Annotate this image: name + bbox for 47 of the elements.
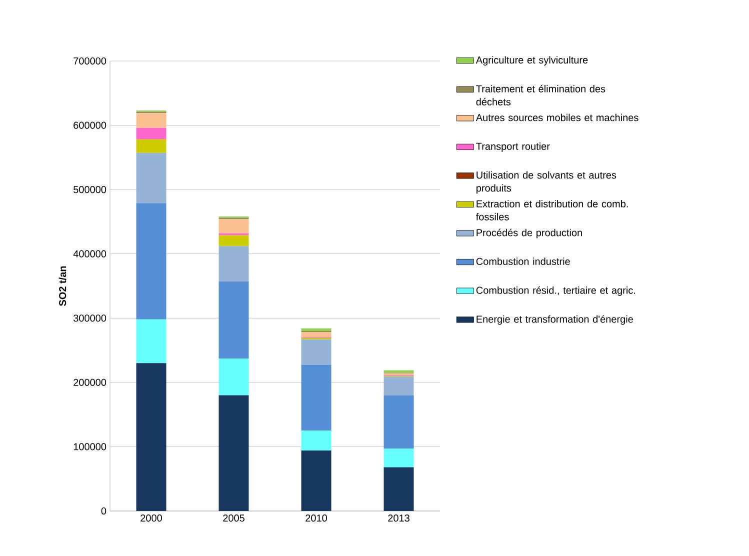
bar [218, 358, 249, 396]
bar [136, 152, 166, 204]
legend-label: Combustion résid., tertiaire et agric. [476, 286, 635, 296]
legend-label: Procédés de production [476, 228, 582, 238]
bar [301, 365, 332, 431]
bar [136, 363, 166, 511]
bar [218, 246, 249, 282]
y-tick-label: 400000 [73, 250, 106, 258]
x-tick-label: 2013 [388, 514, 410, 522]
y-tick-label: 700000 [74, 57, 106, 65]
legend-label: Utilisation de solvants et autres produits [476, 171, 616, 194]
bar [384, 448, 414, 468]
bar [301, 450, 332, 511]
bar [218, 281, 249, 359]
legend-label: Energie et transformation d'énergie [476, 315, 633, 325]
bar [136, 139, 166, 153]
bar [301, 332, 332, 338]
bar [384, 467, 414, 511]
bar [218, 235, 249, 246]
x-tick-label: 2005 [223, 514, 244, 522]
y-tick-label: 300000 [73, 314, 106, 322]
legend-label: Autres sources mobiles et machines [476, 114, 638, 122]
bar [218, 219, 249, 234]
bar [301, 328, 332, 331]
bar [136, 128, 166, 140]
y-axis-title: SO2 t/an [58, 266, 66, 306]
y-tick-label: 500000 [74, 186, 106, 194]
y-tick-label: 100000 [74, 443, 106, 450]
y-tick-label: 600000 [74, 122, 106, 129]
bar [218, 395, 249, 511]
bar [384, 370, 414, 373]
bar [136, 113, 166, 128]
bar [136, 319, 166, 364]
x-tick-label: 2010 [306, 514, 327, 522]
bar [301, 339, 332, 366]
legend-label: Transport routier [476, 142, 550, 152]
legend-label: Combustion industrie [476, 258, 570, 265]
legend-label: Extraction et distribution de comb. fossiles [476, 200, 628, 220]
bar [301, 430, 332, 451]
y-tick-label: 200000 [74, 378, 106, 386]
x-tick-label: 2000 [140, 514, 162, 522]
legend-label: Traitement et élimination des déchets [476, 84, 606, 106]
bar [136, 203, 166, 320]
bar [384, 395, 414, 449]
y-tick-label: 0 [101, 507, 106, 515]
legend-label: Agriculture et sylviculture [476, 56, 588, 66]
bar [384, 376, 414, 396]
